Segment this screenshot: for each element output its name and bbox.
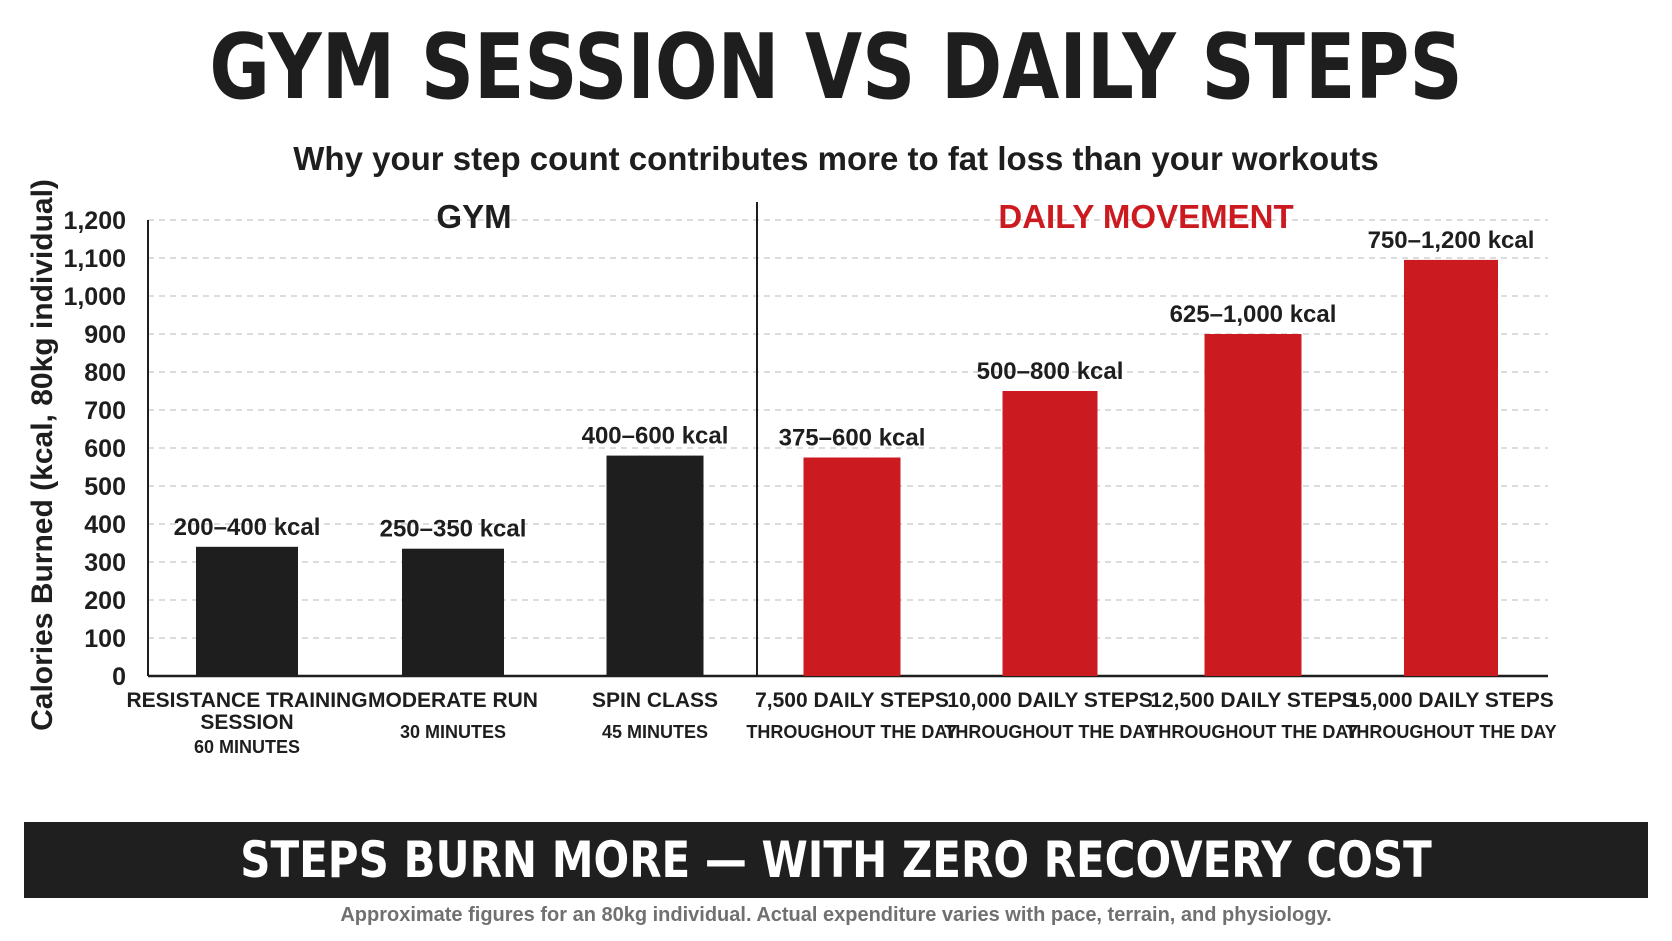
bar-value-label: 625–1,000 kcal bbox=[1170, 301, 1337, 328]
bar bbox=[1002, 391, 1098, 676]
x-tick-label: 15,000 DAILY STEPS bbox=[1348, 689, 1553, 712]
y-tick-label: 400 bbox=[84, 511, 126, 539]
y-tick-label: 1,200 bbox=[63, 207, 126, 235]
bar-value-label: 200–400 kcal bbox=[174, 514, 321, 541]
bar-chart: 0 100 200 300 400 500 600 700 800 900 1,000 1,100 1,… bbox=[26, 179, 1557, 757]
x-tick-label: RESISTANCE TRAINING bbox=[126, 689, 367, 712]
footnote: Approximate figures for an 80kg individu… bbox=[340, 904, 1332, 926]
y-tick-label: 900 bbox=[84, 321, 126, 349]
bar-value-label: 500–800 kcal bbox=[977, 358, 1124, 385]
chart-subtitle: Why your step count contributes more to … bbox=[293, 140, 1379, 177]
y-tick-label: 500 bbox=[84, 473, 126, 501]
y-tick-label: 600 bbox=[84, 435, 126, 463]
bar bbox=[803, 457, 901, 676]
bar-value-label: 375–600 kcal bbox=[779, 425, 926, 452]
y-tick-label: 800 bbox=[84, 359, 126, 387]
x-tick-label: SESSION bbox=[200, 711, 293, 734]
bar bbox=[1204, 334, 1302, 676]
bar-value-label: 750–1,200 kcal bbox=[1368, 227, 1535, 254]
x-tick-label: 12,500 DAILY STEPS bbox=[1150, 689, 1355, 712]
y-tick-label: 1,000 bbox=[63, 283, 126, 311]
bar bbox=[402, 548, 504, 676]
group-header: DAILY MOVEMENT bbox=[998, 198, 1293, 235]
x-tick-sublabel: 60 MINUTES bbox=[194, 737, 300, 757]
bar bbox=[606, 455, 704, 676]
x-tick-sublabel: THROUGHOUT THE DAY bbox=[944, 722, 1155, 742]
y-tick-label: 0 bbox=[112, 663, 126, 691]
bar-value-label: 250–350 kcal bbox=[380, 516, 527, 543]
x-tick-sublabel: THROUGHOUT THE DAY bbox=[1345, 722, 1556, 742]
x-tick-label: MODERATE RUN bbox=[368, 689, 538, 712]
y-axis-label: Calories Burned (kcal, 80kg individual) bbox=[26, 179, 59, 731]
y-tick-label: 100 bbox=[84, 625, 126, 653]
banner: STEPS BURN MORE — WITH ZERO RECOVERY COS… bbox=[24, 822, 1648, 898]
x-tick-sublabel: 45 MINUTES bbox=[602, 722, 708, 742]
y-tick-label: 300 bbox=[84, 549, 126, 577]
y-tick-label: 700 bbox=[84, 397, 126, 425]
x-tick-sublabel: THROUGHOUT THE DAY bbox=[1147, 722, 1358, 742]
chart-title: GYM SESSION VS DAILY STEPS bbox=[209, 15, 1463, 120]
group-header: GYM bbox=[436, 198, 511, 235]
bar bbox=[196, 546, 298, 676]
y-tick-label: 200 bbox=[84, 587, 126, 615]
bar bbox=[1404, 259, 1498, 676]
x-tick-label: SPIN CLASS bbox=[592, 689, 718, 712]
x-tick-sublabel: THROUGHOUT THE DAY bbox=[746, 722, 957, 742]
banner-text: STEPS BURN MORE — WITH ZERO RECOVERY COS… bbox=[240, 831, 1432, 889]
x-tick-sublabel: 30 MINUTES bbox=[400, 722, 506, 742]
x-tick-label: 7,500 DAILY STEPS bbox=[755, 689, 949, 712]
y-tick-label: 1,100 bbox=[63, 245, 126, 273]
bar-value-label: 400–600 kcal bbox=[582, 423, 729, 450]
x-tick-label: 10,000 DAILY STEPS bbox=[947, 689, 1152, 712]
